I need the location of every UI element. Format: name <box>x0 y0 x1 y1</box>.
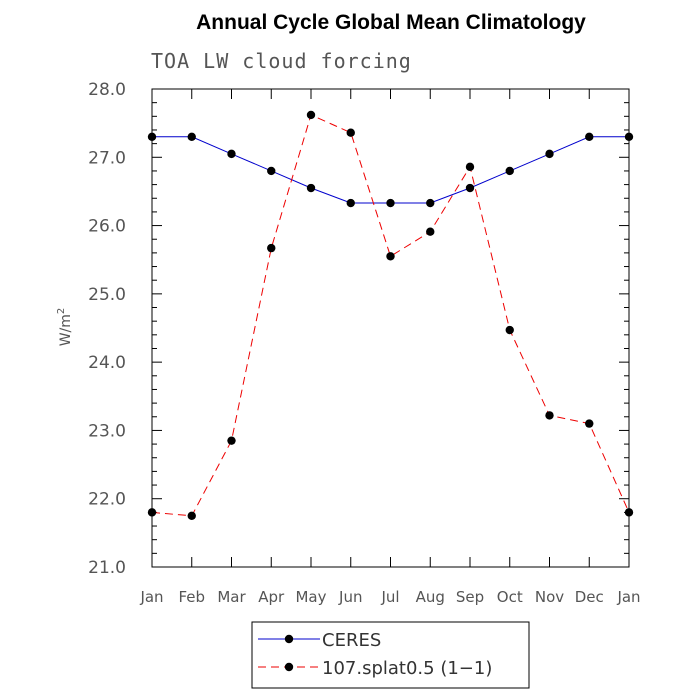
series-1-point <box>465 162 475 172</box>
y-tick-labels: 21.0 22.0 23.0 24.0 25.0 26.0 27.0 28.0 <box>88 80 126 578</box>
series-1-point <box>624 508 634 517</box>
x-tick-label: Feb <box>178 588 205 606</box>
y-tick-label: 26.0 <box>88 217 126 237</box>
series-1-point <box>346 128 355 137</box>
legend-ceres-label: CERES <box>322 630 381 651</box>
series-1-point <box>147 508 157 517</box>
y-tick-label: 27.0 <box>88 148 126 168</box>
y-tick-label: 22.0 <box>88 490 126 510</box>
legend-model-label: 107.splat0.5 (1−1) <box>322 658 492 679</box>
x-tick-label: Oct <box>497 588 523 606</box>
chart-subtitle: TOA LW cloud forcing <box>151 49 412 73</box>
series-1-point <box>545 411 554 420</box>
series-line-1 <box>151 114 630 517</box>
series-0-point <box>227 149 236 159</box>
series-0-point <box>267 166 276 176</box>
y-tick-label: 21.0 <box>88 558 126 578</box>
series-1-point <box>267 243 276 253</box>
series-0-point <box>465 183 475 193</box>
series-0-point <box>306 183 316 193</box>
y-axis-label-text: W/m <box>58 314 74 346</box>
y-axis-label: W/m2 <box>56 308 74 347</box>
y-tick-label: 24.0 <box>88 353 126 373</box>
x-tick-label: Dec <box>575 588 604 606</box>
series-1-point <box>505 325 514 335</box>
legend-ceres-marker <box>284 634 294 644</box>
x-tick-label: Apr <box>258 588 285 606</box>
series-0-point <box>346 198 355 208</box>
series-0-point <box>545 149 554 159</box>
chart-title: Annual Cycle Global Mean Climatology <box>196 11 586 34</box>
plot-frame <box>151 88 630 568</box>
x-tick-label: Sep <box>456 588 484 606</box>
series-0-point <box>187 132 196 141</box>
series-1-point <box>585 419 594 428</box>
plot-axes <box>151 88 630 568</box>
series-0-point <box>426 198 435 208</box>
series-0-point <box>624 132 634 141</box>
x-tick-label: Mar <box>217 588 246 606</box>
series-1-point <box>426 227 435 236</box>
x-tick-label: Aug <box>416 588 445 606</box>
series-1-point <box>386 252 395 261</box>
x-tick-label: Jan <box>616 588 640 606</box>
y-tick-label: 28.0 <box>88 80 126 100</box>
series-1-point <box>306 110 316 120</box>
y-tick-label: 25.0 <box>88 285 126 305</box>
x-tick-label: Nov <box>535 588 564 606</box>
series-1-point <box>187 511 196 520</box>
x-tick-label: Jun <box>338 588 362 606</box>
x-tick-labels: Jan Feb Mar Apr May Jun Jul Aug Sep Oct Nov Dec Jan <box>139 588 640 606</box>
legend-model-marker <box>284 662 294 672</box>
y-tick-label: 23.0 <box>88 421 126 441</box>
series-0-point <box>585 132 594 141</box>
series-0-point <box>505 166 514 176</box>
x-tick-label: Jan <box>139 588 163 606</box>
svg-text:W/m2: W/m2 <box>56 308 74 347</box>
series-1-point <box>227 436 236 445</box>
legend: CERES 107.splat0.5 (1−1) <box>251 621 530 689</box>
x-tick-label: Jul <box>380 588 399 606</box>
series-layer <box>147 110 634 520</box>
series-0-point <box>147 132 157 141</box>
legend-box <box>251 621 530 689</box>
series-line-0 <box>152 136 629 204</box>
x-tick-label: May <box>295 588 326 606</box>
series-0-point <box>386 198 395 208</box>
y-axis-label-superscript: 2 <box>56 308 67 314</box>
